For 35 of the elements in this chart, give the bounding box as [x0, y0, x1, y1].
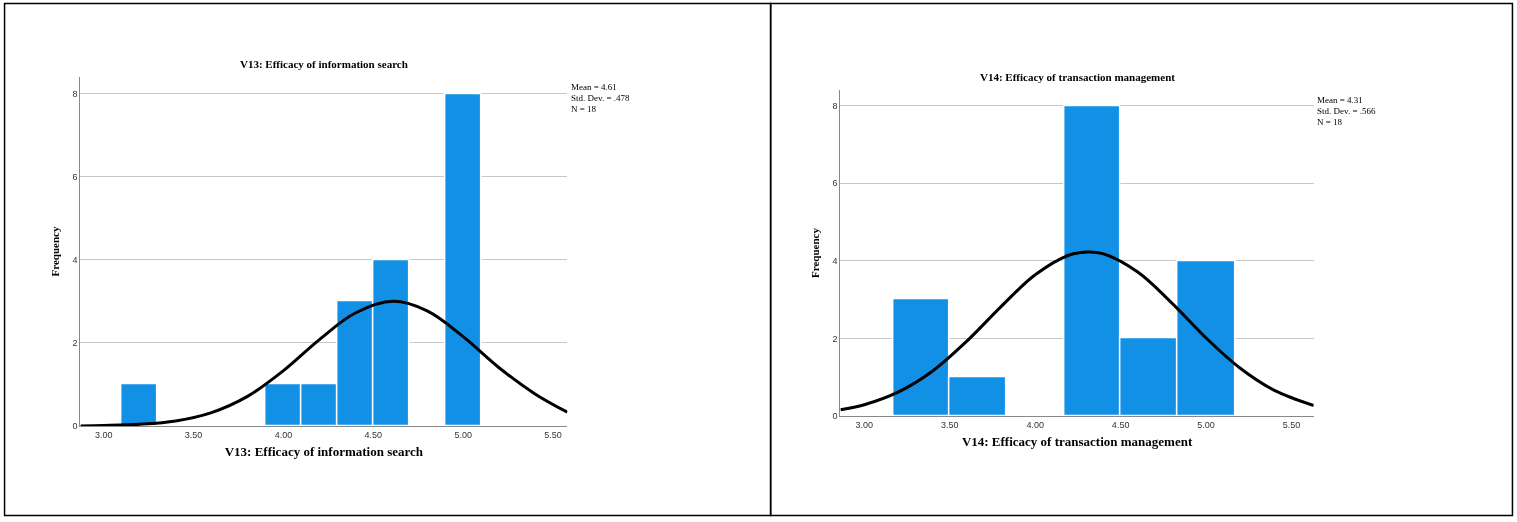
y-tick-label: 8 — [832, 100, 838, 111]
x-tick-label: 4.50 — [364, 429, 383, 440]
line-series — [840, 250, 1314, 412]
y-tick-label: 4 — [832, 255, 838, 266]
x-tick-label: 5.50 — [1282, 419, 1301, 430]
text: Mean = 4.31 — [1317, 95, 1363, 105]
x-tick-label: 4.00 — [1026, 419, 1044, 430]
x-tick-label: 4.50 — [1111, 419, 1130, 430]
text: N = 18 — [1317, 117, 1343, 127]
y-axis-title: Frequency — [809, 227, 822, 279]
x-tick-label: 4.00 — [274, 429, 293, 440]
y-tick-label: 4 — [72, 255, 78, 266]
x-axis-title: V14: Efficacy of transaction management — [961, 434, 1193, 450]
x-tick-label: 5.50 — [544, 429, 562, 440]
y-tick-label: 8 — [72, 89, 78, 99]
y-tick-label: 6 — [72, 172, 78, 183]
text: Mean = 4.61 — [571, 82, 617, 92]
y-tick-label: 0 — [832, 411, 838, 422]
x-tick-label: 5.00 — [1197, 419, 1215, 430]
y-axis-title: Frequency — [49, 226, 62, 277]
y-tick-label: 6 — [832, 178, 838, 189]
x-axis-title: V13: Efficacy of information search — [224, 444, 424, 460]
x-tick-label: 3.00 — [95, 429, 113, 440]
x-tick-label: 5.00 — [454, 429, 472, 440]
y-tick-label: 2 — [72, 338, 78, 349]
x-tick-label: 3.50 — [184, 429, 203, 440]
text: Std. Dev. = .478 — [571, 93, 630, 103]
chart-title: V13: Efficacy of information search — [240, 58, 408, 70]
text: Std. Dev. = .566 — [1317, 106, 1376, 116]
chart-title: V14: Efficacy of transaction management — [980, 71, 1176, 83]
y-tick-label: 0 — [72, 421, 78, 432]
y-tick-label: 2 — [832, 333, 838, 344]
text: N = 18 — [571, 104, 597, 114]
x-tick-label: 3.00 — [855, 419, 874, 430]
x-tick-label: 3.50 — [941, 419, 959, 430]
